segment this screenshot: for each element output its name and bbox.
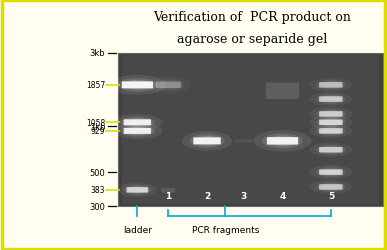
Ellipse shape [124, 185, 151, 195]
Text: 929: 929 [91, 127, 105, 136]
Text: 1: 1 [165, 191, 171, 200]
Ellipse shape [310, 116, 352, 130]
Ellipse shape [120, 117, 155, 128]
FancyBboxPatch shape [319, 120, 343, 126]
FancyBboxPatch shape [266, 83, 299, 100]
Ellipse shape [120, 126, 155, 137]
Text: 5: 5 [328, 191, 334, 200]
Ellipse shape [125, 127, 150, 136]
Ellipse shape [118, 183, 157, 197]
Ellipse shape [320, 146, 341, 154]
FancyBboxPatch shape [161, 188, 175, 193]
FancyBboxPatch shape [319, 112, 343, 117]
FancyBboxPatch shape [127, 187, 148, 193]
FancyBboxPatch shape [319, 83, 343, 88]
Ellipse shape [320, 184, 341, 191]
Text: agarose or separide gel: agarose or separide gel [177, 32, 328, 46]
Ellipse shape [123, 80, 152, 90]
Text: PCR fragments: PCR fragments [192, 225, 259, 234]
Ellipse shape [108, 76, 166, 96]
FancyBboxPatch shape [122, 56, 379, 204]
Ellipse shape [253, 130, 312, 152]
Ellipse shape [310, 124, 352, 138]
Text: ladder: ladder [123, 225, 152, 234]
Ellipse shape [320, 128, 341, 135]
Text: 2: 2 [204, 191, 210, 200]
Text: 3: 3 [241, 191, 247, 200]
Ellipse shape [316, 80, 346, 90]
Ellipse shape [320, 169, 341, 176]
Text: 1kb: 1kb [90, 122, 105, 131]
FancyBboxPatch shape [118, 54, 383, 206]
Ellipse shape [316, 118, 346, 128]
FancyBboxPatch shape [124, 128, 151, 134]
Ellipse shape [125, 119, 150, 127]
Ellipse shape [316, 182, 346, 192]
Ellipse shape [310, 165, 352, 180]
Ellipse shape [310, 143, 352, 157]
Ellipse shape [112, 123, 163, 140]
Text: 1058: 1058 [86, 118, 105, 127]
FancyBboxPatch shape [156, 82, 181, 89]
Ellipse shape [268, 136, 297, 147]
Text: Verification of  PCR product on: Verification of PCR product on [154, 11, 351, 24]
Text: 500: 500 [89, 168, 105, 177]
Text: 4: 4 [279, 191, 286, 200]
FancyBboxPatch shape [319, 148, 343, 153]
Ellipse shape [320, 111, 341, 118]
Ellipse shape [316, 94, 346, 105]
Text: 1857: 1857 [86, 81, 105, 90]
Ellipse shape [320, 82, 341, 89]
Ellipse shape [316, 145, 346, 155]
FancyBboxPatch shape [235, 139, 253, 143]
Ellipse shape [316, 126, 346, 136]
FancyBboxPatch shape [319, 129, 343, 134]
FancyBboxPatch shape [319, 184, 343, 190]
FancyBboxPatch shape [122, 82, 153, 89]
Text: 300: 300 [89, 202, 105, 211]
FancyBboxPatch shape [319, 97, 343, 102]
Ellipse shape [152, 79, 185, 92]
Ellipse shape [320, 119, 341, 126]
Ellipse shape [320, 96, 341, 103]
Ellipse shape [310, 180, 352, 194]
Ellipse shape [310, 92, 352, 107]
Ellipse shape [262, 134, 303, 149]
Ellipse shape [128, 186, 147, 194]
FancyBboxPatch shape [124, 120, 151, 126]
Ellipse shape [112, 115, 163, 131]
Ellipse shape [190, 134, 224, 148]
Text: 383: 383 [91, 186, 105, 194]
FancyBboxPatch shape [194, 138, 221, 145]
Ellipse shape [157, 81, 180, 90]
Ellipse shape [316, 110, 346, 120]
Ellipse shape [195, 136, 220, 146]
FancyBboxPatch shape [267, 138, 298, 145]
FancyBboxPatch shape [319, 170, 343, 175]
Ellipse shape [182, 132, 232, 151]
Ellipse shape [316, 168, 346, 177]
Ellipse shape [310, 107, 352, 122]
Text: 3kb: 3kb [90, 49, 105, 58]
Ellipse shape [117, 78, 158, 92]
